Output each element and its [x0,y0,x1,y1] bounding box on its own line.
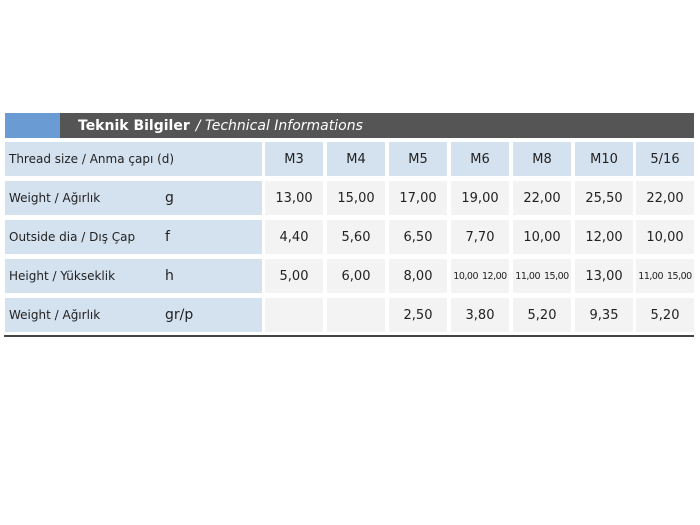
value-cell: 6,00 [327,259,385,293]
row-label: Weight / Ağırlık [9,308,101,322]
value-cell: 13,00 [265,181,323,215]
value-cell: 25,50 [575,181,633,215]
row-label-cell: Weight / Ağırlık g [5,181,262,215]
row-unit: h [165,268,174,284]
value: 5,00 [279,268,309,284]
value-cell: 5,00 [265,259,323,293]
value: 17,00 [399,190,437,206]
row-label: Weight / Ağırlık [9,191,101,205]
value: 6,00 [341,268,371,284]
value-cell: 10,00 [513,220,571,254]
row-unit: f [165,229,170,245]
value-part: 15,00 [667,270,692,282]
value: 25,50 [585,190,623,206]
column-header: M3 [265,142,323,176]
value-cell: 22,00 [513,181,571,215]
value-part: 12,00 [482,270,507,282]
value-part: 15,00 [544,270,569,282]
value: 7,70 [465,229,495,245]
value-cell: 11,00 15,00 [513,259,571,293]
value-cell: 12,00 [575,220,633,254]
value-cell: 5,60 [327,220,385,254]
value-cell: 9,35 [575,298,633,332]
value: 3,80 [465,307,495,323]
value-cell: 11,00 15,00 [636,259,694,293]
value-cell: 5,20 [513,298,571,332]
value-cell: 19,00 [451,181,509,215]
corner-label: Thread size / Anma çapı (d) [9,152,175,166]
value: 13,00 [275,190,313,206]
value: 4,40 [279,229,309,245]
row-label-cell: Weight / Ağırlık gr/p [5,298,262,332]
column-header: M8 [513,142,571,176]
header-accent [5,113,60,138]
value-cell: 6,50 [389,220,447,254]
value: 22,00 [523,190,561,206]
value-cell: 22,00 [636,181,694,215]
value: 2,50 [403,307,433,323]
value: 15,00 [337,190,375,206]
column-header: M4 [327,142,385,176]
header-subtitle: / Technical Informations [195,117,363,134]
row-label-cell: Outside dia / Dış Çap f [5,220,262,254]
header-bar: Teknik Bilgiler / Technical Informations [60,113,694,138]
value-cell [327,298,385,332]
column-header: M6 [451,142,509,176]
value: 10,00 [523,229,561,245]
value-part: 11,00 [515,270,540,282]
row-label: Outside dia / Dış Çap [9,230,136,244]
value: 5,60 [341,229,371,245]
value-cell: 13,00 [575,259,633,293]
value-cell: 15,00 [327,181,385,215]
value: 5,20 [650,307,680,323]
value-cell: 10,00 12,00 [451,259,509,293]
value-cell: 17,00 [389,181,447,215]
row-unit: gr/p [165,307,194,323]
corner-cell: Thread size / Anma çapı (d) [5,142,262,176]
value-cell: 4,40 [265,220,323,254]
value-cell: 3,80 [451,298,509,332]
value-cell: 7,70 [451,220,509,254]
value: 9,35 [589,307,619,323]
header-title: Teknik Bilgiler [78,117,190,134]
value: 10,00 [646,229,684,245]
value-cell: 2,50 [389,298,447,332]
value: 6,50 [403,229,433,245]
value-part: 11,00 [638,270,663,282]
value: 12,00 [585,229,623,245]
value: 22,00 [646,190,684,206]
value: 19,00 [461,190,499,206]
row-label: Height / Yükseklik [9,269,116,283]
column-header: M5 [389,142,447,176]
column-header: 5/16 [636,142,694,176]
bottom-rule [4,335,694,337]
row-label-cell: Height / Yükseklik h [5,259,262,293]
row-unit: g [165,190,174,206]
value-cell: 10,00 [636,220,694,254]
value: 13,00 [585,268,623,284]
value-cell: 8,00 [389,259,447,293]
value-cell: 5,20 [636,298,694,332]
value: 8,00 [403,268,433,284]
value-cell [265,298,323,332]
column-header: M10 [575,142,633,176]
value: 5,20 [527,307,557,323]
value-part: 10,00 [453,270,478,282]
